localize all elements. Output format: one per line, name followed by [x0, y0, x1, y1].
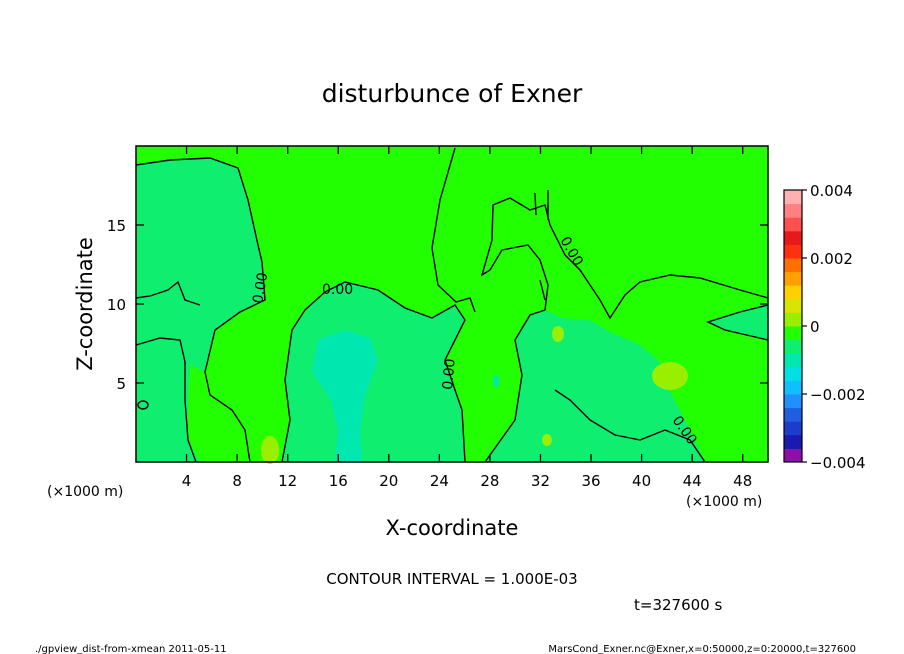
colorbar-swatch [784, 326, 802, 341]
region-negative-small [493, 375, 499, 387]
x-tick-label: 32 [531, 472, 550, 490]
colorbar-swatch [784, 380, 802, 395]
colorbar-swatch [784, 258, 802, 273]
colorbar-swatch [784, 312, 802, 327]
colorbar-swatch [784, 421, 802, 436]
contour-line [137, 400, 149, 410]
colorbar-swatch [784, 366, 802, 381]
x-tick-label: 44 [683, 472, 702, 490]
contour-interval: CONTOUR INTERVAL = 1.000E-03 [326, 570, 577, 588]
contour-label: 0.00 [250, 271, 271, 304]
x-tick-label: 16 [329, 472, 348, 490]
x-tick-label: 12 [278, 472, 297, 490]
contour-line [135, 157, 266, 463]
y-axis: 5 10 15 [107, 217, 768, 393]
colorbar-swatch [784, 448, 802, 463]
contour-line [534, 190, 549, 301]
colorbar-tick-label: 0.002 [810, 250, 853, 268]
colorbar-swatch [784, 285, 802, 300]
x-tick-label: 4 [182, 472, 192, 490]
region-more-negative [312, 330, 378, 462]
colorbar-swatch [784, 230, 802, 245]
contour-label: 0.00 [322, 282, 353, 298]
contour-label: 0.00 [440, 358, 459, 390]
colorbar-swatch [784, 407, 802, 422]
contour-lines [135, 147, 769, 463]
region-positive-3 [552, 326, 564, 342]
chart-title: disturbunce of Exner [322, 79, 583, 108]
x-tick-label: 8 [232, 472, 242, 490]
y-tick-label: 5 [116, 375, 126, 393]
x-tick-label: 40 [632, 472, 651, 490]
contour-line [135, 337, 197, 463]
colorbar-swatch [784, 434, 802, 449]
contour-line [706, 304, 769, 341]
region-negative-right [485, 310, 705, 462]
colorbar-swatch [784, 217, 802, 232]
colorbar-swatch [784, 298, 802, 313]
x-tick-label: 20 [379, 472, 398, 490]
time-label: t=327600 s [634, 596, 722, 614]
contour-line [135, 280, 201, 306]
colorbar-swatch [784, 190, 802, 205]
colorbar-swatch [784, 394, 802, 409]
x-axis-label: X-coordinate [386, 516, 519, 540]
x-axis: 4 8 12 16 20 24 28 32 36 40 44 48 [182, 146, 752, 490]
colorbar-tick-label: 0.004 [810, 182, 853, 200]
footer-left: ./gpview_dist-from-xmean 2011-05-11 [35, 644, 227, 654]
contour-line [431, 147, 476, 313]
y-tick-label: 15 [107, 217, 126, 235]
colorbar-tick-label: −0.004 [810, 454, 866, 472]
x-tick-label: 48 [733, 472, 752, 490]
colorbar-tick-label: −0.002 [810, 386, 866, 404]
contour-line [554, 389, 706, 463]
x-tick-label: 36 [581, 472, 600, 490]
x-tick-label: 24 [430, 472, 449, 490]
colorbar-swatch [784, 353, 802, 368]
contour-line [281, 281, 466, 463]
x-unit-right: (×1000 m) [686, 494, 762, 510]
y-axis-label: Z-coordinate [73, 237, 97, 371]
colorbar-swatch [784, 244, 802, 259]
region-positive-1 [652, 362, 688, 390]
colorbar-ticks: 0.004 0.002 0 −0.002 −0.004 [802, 182, 866, 472]
colorbar [783, 189, 803, 463]
region-positive-2 [261, 436, 279, 464]
contour-line [480, 197, 769, 463]
x-tick-label: 28 [480, 472, 499, 490]
footer-right: MarsCond_Exner.nc@Exner,x=0:50000,z=0:20… [548, 644, 856, 654]
region-negative-upper-right [708, 305, 768, 340]
colorbar-swatch [784, 271, 802, 286]
x-unit-left: (×1000 m) [47, 484, 123, 500]
colorbar-tick-label: 0 [810, 318, 820, 336]
region-positive-4 [542, 434, 552, 446]
colorbar-swatch [784, 339, 802, 354]
region-negative-left [136, 146, 265, 462]
y-tick-label: 10 [107, 296, 126, 314]
plot-area: 0.00 0.00 0.00 0.00 0.00 [135, 145, 769, 464]
colorbar-swatch [784, 203, 802, 218]
